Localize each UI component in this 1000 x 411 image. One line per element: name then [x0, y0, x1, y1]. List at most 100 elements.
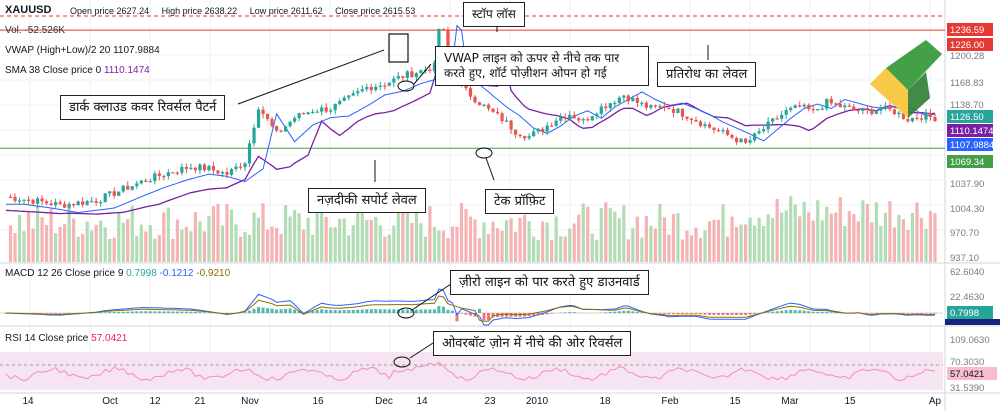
candle-body [193, 167, 198, 171]
volume-bar [667, 234, 671, 262]
volume-bar [121, 222, 125, 262]
macd-histogram-bar [126, 311, 130, 313]
candle-body [297, 113, 301, 119]
macd-histogram-bar [414, 309, 418, 313]
macd-histogram-bar [270, 308, 274, 313]
macd-histogram-bar [915, 313, 919, 314]
volume-bar [274, 227, 279, 262]
macd-histogram-bar [676, 313, 680, 315]
candle-body [536, 128, 540, 132]
candle-body [351, 93, 355, 96]
macd-histogram-bar [631, 311, 635, 313]
x-axis-label: Mar [781, 396, 799, 407]
volume-bar [311, 234, 315, 262]
candle-body [13, 196, 17, 201]
volume-bar [22, 231, 26, 262]
price-axis-label: 1069.34 [950, 157, 984, 168]
price-axis-label: 1236.59 [950, 25, 984, 36]
candle-body [315, 111, 319, 113]
macd-histogram-bar [423, 309, 427, 313]
volume-bar [464, 209, 468, 262]
sma-legend-label: SMA 38 Close price 0 [5, 65, 102, 76]
volume-bar [17, 215, 22, 262]
candle-body [861, 108, 865, 111]
volume-bar [928, 211, 933, 262]
macd-value-1: 0.7998 [126, 268, 157, 279]
volume-bar [532, 236, 536, 262]
macd-histogram-bar [311, 310, 315, 313]
volume-bar [883, 212, 887, 262]
candle-body [356, 91, 360, 94]
candle-body [689, 118, 694, 121]
macd-histogram-bar [563, 312, 567, 313]
macd-histogram-bar [816, 311, 820, 313]
volume-bar [482, 222, 486, 262]
vol-label: Vol. -52.526K [5, 25, 66, 36]
rsi-axis-tag [947, 367, 997, 380]
volume-bar [473, 219, 477, 262]
macd-histogram-bar [712, 313, 716, 315]
macd-histogram-bar [545, 313, 549, 315]
candle-body [653, 105, 657, 107]
candle-body [766, 121, 770, 130]
macd-histogram-bar [487, 313, 491, 321]
candle-body [392, 78, 396, 83]
candle-body [72, 203, 76, 206]
candle-body [54, 202, 58, 206]
macd-histogram-bar [333, 310, 337, 313]
volume-bar [157, 235, 161, 262]
candle-body [671, 109, 676, 113]
candle-body [568, 114, 572, 119]
rsi-axis-label: 109.0630 [950, 335, 990, 346]
macd-histogram-bar [820, 311, 824, 313]
volume-bar [680, 239, 685, 262]
x-axis-label: 15 [844, 396, 856, 407]
candle-body [360, 89, 364, 92]
candle-body [243, 163, 247, 168]
macd-histogram-bar [338, 310, 342, 313]
macd-histogram-bar [288, 308, 292, 313]
macd-histogram-bar [865, 313, 869, 314]
candle-body [775, 118, 779, 120]
candle-body [157, 173, 161, 177]
candle-body [919, 118, 924, 120]
volume-bar [450, 226, 455, 262]
candle-body [762, 129, 766, 132]
volume-bar [265, 229, 270, 262]
candle-body [432, 62, 437, 71]
x-axis-label: Dec [375, 396, 393, 407]
volume-bar [256, 217, 261, 262]
candle-body [202, 164, 207, 171]
candle-body [743, 138, 748, 143]
volume-bar [85, 221, 89, 262]
macd-histogram-bar [248, 310, 252, 313]
macd-histogram-bar [464, 313, 468, 315]
macd-histogram-bar [184, 311, 188, 313]
volume-bar [31, 228, 35, 262]
volume-bar [338, 218, 342, 262]
macd-histogram-bar [667, 313, 671, 315]
macd-histogram-bar [680, 313, 684, 315]
candle-body [184, 166, 188, 169]
macd-histogram-bar [297, 310, 301, 313]
candle-body [333, 104, 337, 111]
candle-body [189, 167, 193, 169]
candle-body [81, 201, 85, 205]
price-axis-tag [947, 124, 993, 137]
candle-body [90, 201, 94, 203]
volume-bar [392, 225, 396, 262]
candle-body [103, 193, 107, 203]
candle-body [802, 104, 806, 107]
volume-bar [35, 205, 40, 262]
macd-histogram-bar [802, 310, 806, 313]
volume-bar [437, 230, 441, 262]
candle-body [649, 105, 653, 108]
candle-body [590, 116, 594, 121]
candle-body [924, 113, 928, 120]
candle-body [383, 85, 387, 87]
macd-histogram-bar [784, 310, 788, 313]
candle-body [586, 119, 590, 121]
x-axis-label: 16 [312, 396, 324, 407]
macd-histogram-bar [198, 312, 202, 313]
macd-histogram-bar [99, 312, 103, 313]
